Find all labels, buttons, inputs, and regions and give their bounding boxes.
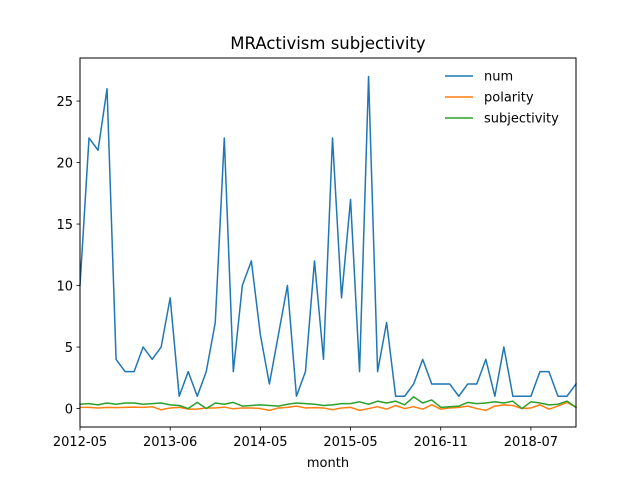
y-tick-label: 0 <box>65 403 73 418</box>
series-line-subjectivity <box>79 396 578 410</box>
y-tick-label: 15 <box>56 218 73 233</box>
legend-label-polarity: polarity <box>484 91 534 106</box>
series-line-polarity <box>79 401 578 412</box>
y-tick-label: 10 <box>56 280 73 295</box>
x-tick-label: 2013-06 <box>143 435 197 450</box>
series-lines <box>79 75 578 412</box>
x-tick-label: 2014-05 <box>233 435 287 450</box>
series-line-num <box>79 75 578 397</box>
y-axis: 0 5 10 15 20 25 <box>56 95 80 418</box>
y-tick-label: 25 <box>56 95 73 110</box>
x-tick-label: 2015-05 <box>323 435 377 450</box>
x-tick-label: 2018-07 <box>504 435 558 450</box>
y-tick-label: 20 <box>56 157 73 172</box>
x-axis-label: month <box>307 456 349 471</box>
x-axis: 2012-05 2013-06 2014-05 2015-05 2016-11 2018-… <box>53 427 558 450</box>
chart-title: MRActivism subjectivity <box>230 34 426 53</box>
y-tick-label: 5 <box>65 341 73 356</box>
legend-label-num: num <box>484 70 513 85</box>
legend-label-subjectivity: subjectivity <box>484 112 559 127</box>
plot-frame <box>79 57 577 428</box>
legend: num polarity subjectivity <box>445 70 559 127</box>
x-tick-label: 2012-05 <box>53 435 107 450</box>
x-tick-label: 2016-11 <box>414 435 468 450</box>
